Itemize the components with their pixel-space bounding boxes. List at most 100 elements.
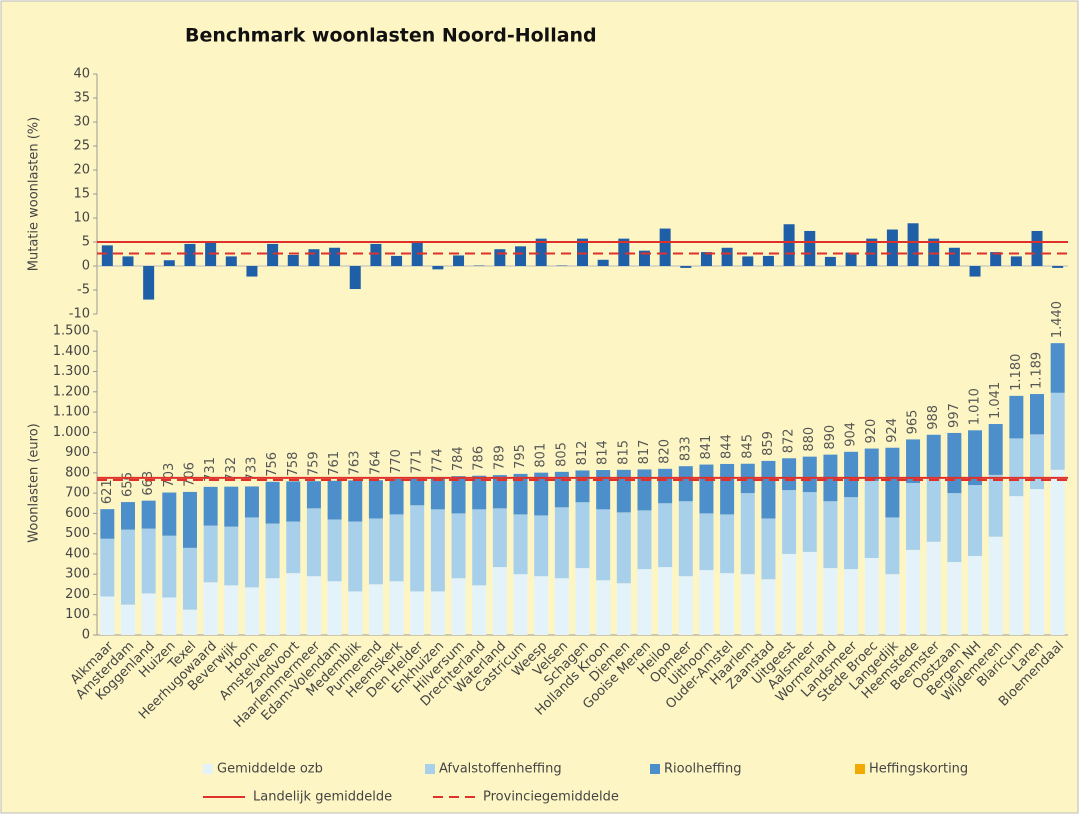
bar-segment	[327, 581, 342, 635]
bar-segment	[720, 573, 735, 635]
total-label: 833	[678, 436, 693, 461]
bar-segment	[823, 501, 838, 569]
bar-segment	[926, 476, 941, 542]
legend-swatch	[425, 764, 435, 774]
bar-segment	[368, 518, 383, 585]
total-label: 1.041	[988, 382, 1003, 419]
bar	[370, 243, 382, 266]
bar-segment	[244, 587, 259, 635]
bar-segment	[410, 591, 425, 635]
legend-swatch	[203, 764, 213, 774]
bar-segment	[554, 507, 569, 579]
bar-segment	[327, 480, 342, 520]
bar-segment	[472, 475, 487, 510]
bar-segment	[596, 470, 611, 510]
bar-segment	[844, 451, 859, 498]
bar-segment	[1009, 438, 1024, 497]
bar-segment	[947, 562, 962, 635]
bar-segment	[575, 568, 590, 635]
bar	[659, 228, 671, 266]
total-label: 904	[844, 422, 859, 447]
total-label: 965	[906, 410, 921, 435]
bar-segment	[864, 557, 879, 635]
bar-segment	[1030, 489, 1045, 635]
bar-segment	[1050, 392, 1065, 470]
legend-label: Rioolheffing	[664, 762, 741, 777]
bar	[990, 252, 1002, 266]
y-tick-label: 800	[65, 465, 90, 480]
bar	[700, 252, 712, 266]
total-label: 841	[699, 435, 714, 460]
bar-segment	[616, 469, 631, 513]
chart-title: Benchmark woonlasten Noord-Holland	[185, 25, 597, 47]
y-tick-label: 500	[65, 526, 90, 541]
legend-label: Landelijk gemiddelde	[253, 790, 392, 805]
total-label: 764	[368, 450, 383, 475]
bar	[969, 266, 981, 277]
bar-segment	[885, 447, 900, 518]
bar-segment	[885, 574, 900, 635]
total-label: 786	[472, 446, 487, 471]
bar-segment	[637, 469, 652, 511]
total-label: 732	[224, 457, 239, 482]
y-tick-label: 600	[65, 506, 90, 521]
bar-segment	[492, 475, 507, 509]
bar-segment	[906, 439, 921, 483]
bar-segment	[864, 448, 879, 481]
total-label: 924	[885, 418, 900, 443]
bar-segment	[451, 476, 466, 514]
y-tick-label: 1.200	[53, 384, 90, 399]
bar-segment	[203, 486, 218, 526]
bar-segment	[761, 579, 776, 635]
bar	[948, 247, 960, 266]
bar	[845, 252, 857, 266]
total-label: 817	[637, 440, 652, 465]
bar-segment	[306, 576, 321, 635]
bar-segment	[348, 591, 363, 635]
bar	[1031, 230, 1043, 266]
bar	[638, 250, 650, 266]
legend-swatch	[650, 764, 660, 774]
y-tick-label: 0	[82, 628, 90, 643]
y-tick-label: -5	[77, 283, 90, 298]
bar-segment	[782, 490, 797, 554]
bar-segment	[100, 596, 115, 635]
bar	[597, 259, 609, 266]
y-tick-label: 15	[73, 187, 90, 202]
y-tick-label: 25	[73, 139, 90, 154]
bar-segment	[244, 486, 259, 518]
total-label: 844	[720, 434, 735, 459]
legend-label: Afvalstoffenheffing	[439, 762, 562, 777]
legend-label: Provinciegemiddelde	[483, 790, 619, 805]
bar-segment	[368, 480, 383, 519]
total-label: 805	[554, 442, 569, 467]
bar	[287, 254, 299, 266]
bar	[329, 247, 341, 266]
bar-segment	[203, 525, 218, 583]
bar	[225, 256, 237, 266]
bar-segment	[1050, 343, 1065, 393]
y-tick-label: 1.400	[53, 344, 90, 359]
bar-segment	[782, 553, 797, 635]
bar	[122, 256, 134, 266]
bar	[783, 224, 795, 266]
bar-segment	[306, 481, 321, 509]
bar-segment	[141, 500, 156, 529]
bar-segment	[265, 578, 280, 635]
bar-segment	[823, 568, 838, 635]
bar	[1010, 256, 1022, 266]
total-label: 761	[327, 451, 342, 476]
bar-segment	[802, 456, 817, 493]
bar	[246, 266, 258, 277]
bar-segment	[224, 526, 239, 586]
total-label: 663	[141, 471, 156, 496]
bar-segment	[844, 569, 859, 635]
bar-segment	[1009, 496, 1024, 635]
bar-segment	[1030, 394, 1045, 435]
bar-segment	[327, 519, 342, 582]
bar-segment	[513, 473, 528, 515]
bar-segment	[224, 486, 239, 527]
total-label: 920	[864, 419, 879, 444]
bar-segment	[513, 574, 528, 635]
